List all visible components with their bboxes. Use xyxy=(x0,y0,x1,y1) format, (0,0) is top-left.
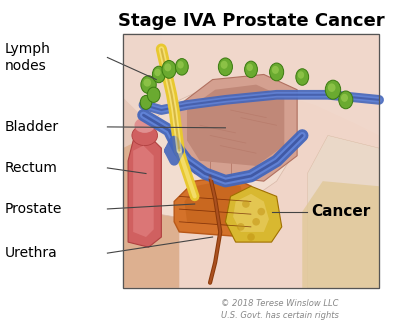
Ellipse shape xyxy=(140,96,151,110)
Ellipse shape xyxy=(162,61,176,78)
Ellipse shape xyxy=(257,208,265,215)
Ellipse shape xyxy=(141,76,156,94)
Polygon shape xyxy=(225,186,281,242)
Ellipse shape xyxy=(177,61,183,69)
Ellipse shape xyxy=(244,61,257,78)
Text: Cancer: Cancer xyxy=(310,204,370,219)
Ellipse shape xyxy=(246,64,252,71)
Ellipse shape xyxy=(271,66,278,74)
Ellipse shape xyxy=(218,58,232,76)
Text: Rectum: Rectum xyxy=(4,161,57,175)
Ellipse shape xyxy=(269,63,283,81)
Text: Prostate: Prostate xyxy=(4,202,62,216)
Ellipse shape xyxy=(338,91,352,109)
Polygon shape xyxy=(184,181,245,227)
Text: Stage IVA Prostate Cancer: Stage IVA Prostate Cancer xyxy=(117,12,383,30)
Ellipse shape xyxy=(241,200,249,208)
Polygon shape xyxy=(174,176,256,237)
Polygon shape xyxy=(128,135,161,247)
Ellipse shape xyxy=(147,87,160,102)
Ellipse shape xyxy=(154,69,160,76)
Bar xyxy=(123,34,378,288)
Bar xyxy=(123,34,378,288)
Polygon shape xyxy=(143,80,297,217)
Ellipse shape xyxy=(220,61,227,69)
Ellipse shape xyxy=(175,59,188,75)
Ellipse shape xyxy=(247,233,254,241)
Polygon shape xyxy=(307,135,378,288)
Ellipse shape xyxy=(327,83,335,92)
Polygon shape xyxy=(123,135,179,288)
Polygon shape xyxy=(209,161,230,181)
Text: © 2018 Terese Winslow LLC
U.S. Govt. has certain rights: © 2018 Terese Winslow LLC U.S. Govt. has… xyxy=(220,299,338,320)
Ellipse shape xyxy=(132,125,157,145)
Ellipse shape xyxy=(252,218,259,226)
Polygon shape xyxy=(123,34,169,174)
Polygon shape xyxy=(179,75,297,181)
Polygon shape xyxy=(123,34,378,288)
Text: Lymph
nodes: Lymph nodes xyxy=(4,42,50,73)
Ellipse shape xyxy=(295,69,308,85)
Ellipse shape xyxy=(152,66,165,83)
Polygon shape xyxy=(187,85,283,166)
Polygon shape xyxy=(301,181,378,288)
Polygon shape xyxy=(133,145,153,237)
Ellipse shape xyxy=(143,79,151,87)
Polygon shape xyxy=(233,194,268,232)
Ellipse shape xyxy=(164,64,171,71)
Ellipse shape xyxy=(297,71,303,79)
Text: Urethra: Urethra xyxy=(4,246,57,260)
Ellipse shape xyxy=(340,94,347,102)
Text: Bladder: Bladder xyxy=(4,120,58,134)
Ellipse shape xyxy=(236,223,244,231)
Ellipse shape xyxy=(324,80,340,99)
Ellipse shape xyxy=(134,118,155,133)
Polygon shape xyxy=(123,34,378,135)
